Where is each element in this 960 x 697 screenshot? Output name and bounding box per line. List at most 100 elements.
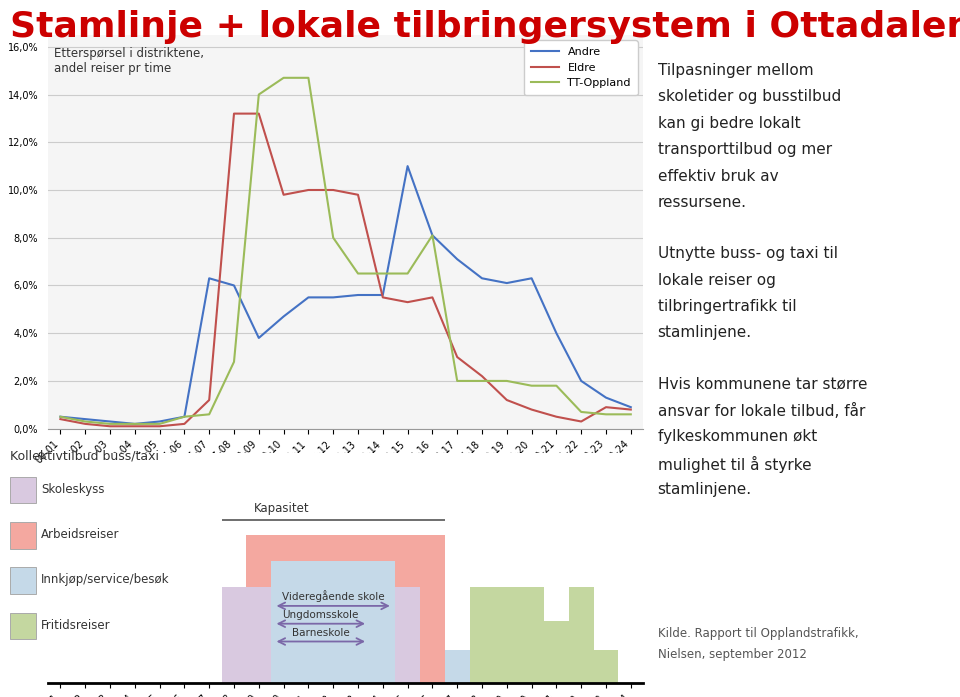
Eldre xyxy=(327,186,339,194)
Line: TT-Oppland: TT-Oppland xyxy=(60,78,631,424)
TT-Oppland xyxy=(253,91,265,99)
TT-Oppland xyxy=(501,377,513,385)
Text: Kilde. Rapport til Opplandstrafikk,: Kilde. Rapport til Opplandstrafikk, xyxy=(658,627,858,641)
Eldre xyxy=(476,372,488,381)
TT-Oppland xyxy=(55,413,66,421)
Bar xyxy=(593,650,618,683)
Text: Kollektivtilbud buss/taxi: Kollektivtilbud buss/taxi xyxy=(10,450,158,463)
Bar xyxy=(568,587,593,683)
Text: Tilpasninger mellom: Tilpasninger mellom xyxy=(658,63,813,78)
Andre xyxy=(154,418,165,426)
Andre xyxy=(277,312,289,321)
Eldre xyxy=(426,293,438,302)
Text: Utnytte buss- og taxi til: Utnytte buss- og taxi til xyxy=(658,246,837,261)
Text: Fritidsreiser: Fritidsreiser xyxy=(41,619,111,631)
Eldre xyxy=(451,353,463,361)
Eldre xyxy=(55,415,66,423)
Eldre xyxy=(600,403,612,411)
TT-Oppland xyxy=(204,410,215,418)
TT-Oppland xyxy=(575,408,587,416)
Eldre xyxy=(352,190,364,199)
TT-Oppland xyxy=(154,420,165,428)
Bar xyxy=(247,535,396,683)
Text: effektiv bruk av: effektiv bruk av xyxy=(658,169,779,184)
TT-Oppland xyxy=(402,269,414,277)
Legend: Andre, Eldre, TT-Oppland: Andre, Eldre, TT-Oppland xyxy=(524,40,637,95)
Text: Nielsen, september 2012: Nielsen, september 2012 xyxy=(658,648,806,661)
Andre xyxy=(551,329,563,337)
Eldre xyxy=(105,422,116,431)
Text: fylkeskommunen økt: fylkeskommunen økt xyxy=(658,429,817,445)
Text: ansvar for lokale tilbud, får: ansvar for lokale tilbud, får xyxy=(658,403,865,419)
TT-Oppland xyxy=(179,413,190,421)
TT-Oppland xyxy=(80,418,91,426)
Eldre xyxy=(377,293,389,302)
Eldre xyxy=(228,109,240,118)
Bar xyxy=(519,660,544,683)
Eldre xyxy=(625,406,636,414)
Text: Stamlinje + lokale tilbringersystem i Ottadalen?: Stamlinje + lokale tilbringersystem i Ot… xyxy=(10,10,960,45)
Bar xyxy=(396,535,444,683)
Line: Andre: Andre xyxy=(60,166,631,424)
Bar xyxy=(544,621,568,683)
TT-Oppland xyxy=(228,358,240,366)
Andre xyxy=(526,274,538,282)
Bar xyxy=(396,587,420,683)
Bar xyxy=(222,620,247,683)
Andre xyxy=(228,282,240,290)
Eldre xyxy=(526,406,538,414)
Text: lokale reiser og: lokale reiser og xyxy=(658,273,776,288)
Text: Innkjøp/service/besøk: Innkjøp/service/besøk xyxy=(41,574,170,586)
Andre xyxy=(402,162,414,170)
Andre xyxy=(426,231,438,240)
Text: Arbeidsreiser: Arbeidsreiser xyxy=(41,528,120,541)
Text: Ungdomsskole: Ungdomsskole xyxy=(282,610,359,620)
TT-Oppland xyxy=(302,74,314,82)
Text: Skoleskyss: Skoleskyss xyxy=(41,483,105,496)
Eldre xyxy=(253,109,265,118)
Eldre xyxy=(402,298,414,307)
TT-Oppland xyxy=(105,420,116,428)
TT-Oppland xyxy=(476,377,488,385)
TT-Oppland xyxy=(551,381,563,390)
TT-Oppland xyxy=(426,231,438,240)
Andre xyxy=(501,279,513,287)
Bar xyxy=(222,587,272,683)
Andre xyxy=(600,393,612,401)
Eldre xyxy=(129,422,140,431)
Andre xyxy=(105,418,116,426)
Eldre xyxy=(501,396,513,404)
Andre xyxy=(625,403,636,411)
Text: Videregående skole: Videregående skole xyxy=(282,590,385,602)
Andre xyxy=(476,274,488,282)
Bar xyxy=(469,587,544,683)
TT-Oppland xyxy=(352,269,364,277)
Eldre xyxy=(575,418,587,426)
Eldre xyxy=(204,396,215,404)
Eldre xyxy=(302,186,314,194)
Text: stamlinjene.: stamlinjene. xyxy=(658,482,752,498)
TT-Oppland xyxy=(129,420,140,428)
Andre xyxy=(129,420,140,428)
Text: Kapasitet: Kapasitet xyxy=(253,503,309,515)
Line: Eldre: Eldre xyxy=(60,114,631,427)
Text: Hvis kommunene tar større: Hvis kommunene tar større xyxy=(658,376,867,392)
Andre xyxy=(253,334,265,342)
Text: Barneskole: Barneskole xyxy=(292,628,349,638)
Andre xyxy=(327,293,339,302)
Text: Etterspørsel i distriktene,
andel reiser pr time: Etterspørsel i distriktene, andel reiser… xyxy=(54,47,204,75)
Text: transporttilbud og mer: transporttilbud og mer xyxy=(658,142,831,158)
Andre xyxy=(352,291,364,299)
Andre xyxy=(451,255,463,263)
Andre xyxy=(575,377,587,385)
Andre xyxy=(377,291,389,299)
TT-Oppland xyxy=(277,74,289,82)
Andre xyxy=(204,274,215,282)
Text: kan gi bedre lokalt: kan gi bedre lokalt xyxy=(658,116,801,131)
Eldre xyxy=(551,413,563,421)
Eldre xyxy=(154,422,165,431)
TT-Oppland xyxy=(327,233,339,242)
Text: stamlinjene.: stamlinjene. xyxy=(658,325,752,341)
Text: ressursene.: ressursene. xyxy=(658,195,747,210)
TT-Oppland xyxy=(600,410,612,418)
